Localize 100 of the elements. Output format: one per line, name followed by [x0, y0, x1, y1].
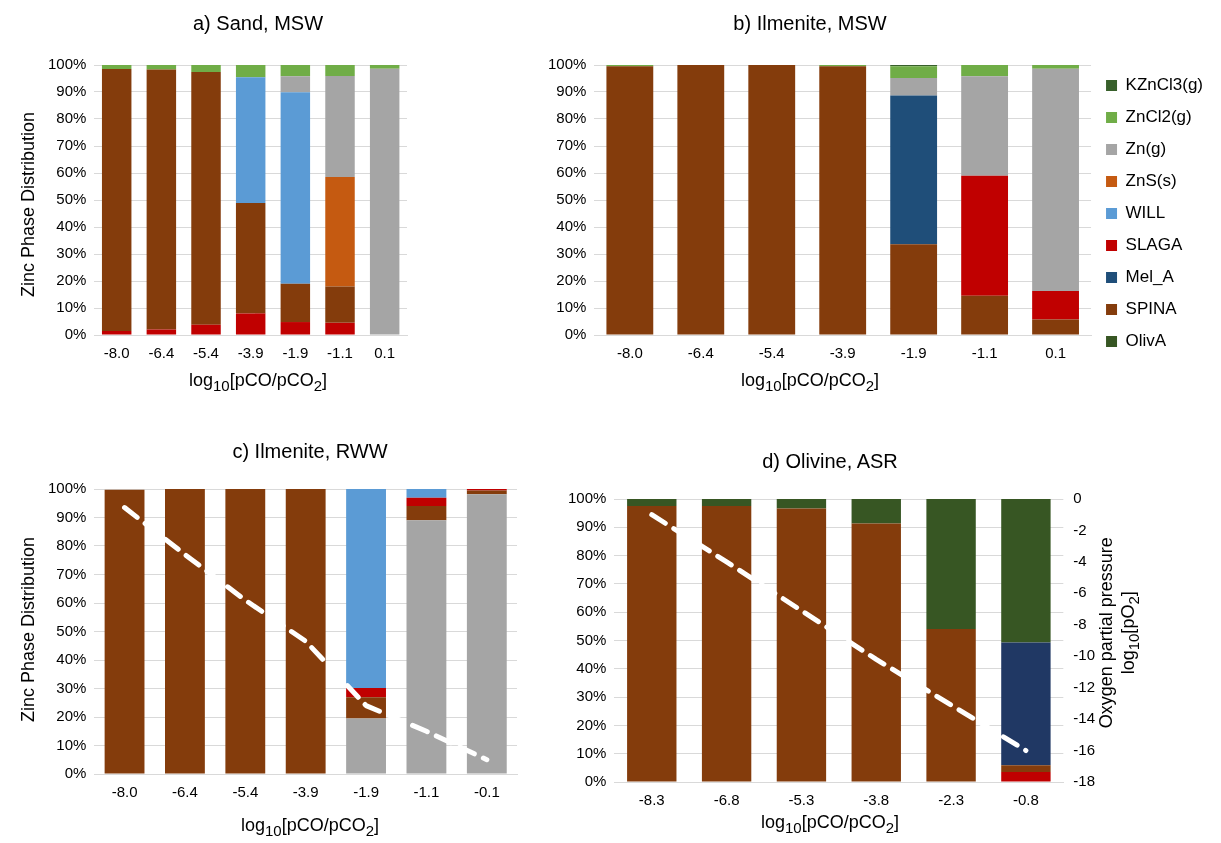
- x-tick-label: -2.3: [938, 791, 965, 809]
- y-tick-label: 0%: [64, 764, 87, 782]
- y-axis-title: Zinc Phase Distribution: [17, 110, 39, 300]
- y-tick-label: 80%: [56, 109, 87, 127]
- y2-tick-label: -14: [1073, 709, 1096, 727]
- y-tick-label: 50%: [56, 621, 87, 639]
- chart-title: c) Ilmenite, RWW: [231, 440, 389, 463]
- x-axis-title: log$_{10}$[pCO/pCO$_{2}$]: [759, 812, 901, 836]
- y-axis-title: Zinc Phase Distribution: [17, 535, 39, 725]
- x-tick-label: -6.4: [172, 783, 198, 801]
- y-tick-label: 40%: [56, 650, 87, 668]
- x-tick-label: -8.0: [111, 783, 138, 801]
- x-tick-label: -1.1: [327, 344, 353, 362]
- x-axis-title: log$_{10}$[pCO/pCO$_{2}$]: [739, 370, 881, 394]
- x-tick-label: -6.4: [148, 344, 175, 362]
- x-tick-label: 0.1: [374, 344, 396, 362]
- legend-label: KZnCl3(g): [1125, 75, 1204, 95]
- x-tick-label: -1.9: [353, 783, 379, 801]
- y-tick-label: 80%: [556, 109, 587, 127]
- y2-tick-label: -8: [1073, 614, 1087, 632]
- y2-tick-label: -16: [1073, 740, 1096, 758]
- y-tick-label: 60%: [56, 593, 87, 611]
- legend-label: OlivA: [1125, 331, 1167, 351]
- y-tick-label: 80%: [576, 545, 607, 563]
- y-tick-label: 70%: [56, 564, 87, 582]
- x-tick-label: -0.8: [1012, 791, 1039, 809]
- y-tick-label: 70%: [576, 574, 607, 592]
- x-tick-label: -6.8: [713, 791, 740, 809]
- x-tick-label: -5.4: [232, 783, 259, 801]
- x-tick-label: -8.0: [103, 344, 130, 362]
- x-axis-title: log$_{10}$[pCO/pCO$_{2}$]: [187, 370, 329, 394]
- x-tick-label: 0.1: [1045, 344, 1066, 362]
- x-tick-label: -3.9: [237, 344, 264, 362]
- y-tick-label: 90%: [556, 82, 587, 100]
- y-tick-label: 50%: [56, 190, 87, 208]
- y-tick-label: 0%: [584, 772, 607, 790]
- y-tick-label: 100%: [547, 55, 587, 73]
- legend-label: ZnS(s): [1125, 171, 1177, 191]
- x-tick-label: -8.3: [638, 791, 665, 809]
- y-tick-label: 90%: [56, 82, 87, 100]
- y-tick-label: 60%: [556, 163, 587, 181]
- y-tick-label: 0%: [64, 325, 87, 343]
- y-tick-label: 50%: [576, 630, 607, 648]
- y2-tick-label: -2: [1073, 520, 1087, 538]
- y-tick-label: 30%: [56, 244, 87, 262]
- legend-label: SPINA: [1125, 299, 1178, 319]
- legend-label: Mel_A: [1125, 267, 1175, 287]
- y-tick-label: 40%: [56, 217, 87, 235]
- y2-tick-label: -6: [1073, 583, 1087, 601]
- x-tick-label: -1.1: [971, 344, 998, 362]
- y-tick-label: 10%: [56, 298, 87, 316]
- y2-tick-label: -12: [1073, 677, 1096, 695]
- x-tick-label: -1.9: [282, 344, 309, 362]
- y-tick-label: 100%: [47, 55, 87, 73]
- y-tick-label: 20%: [556, 271, 587, 289]
- x-tick-label: -5.4: [193, 344, 219, 362]
- x-tick-label: -5.3: [788, 791, 815, 809]
- y-tick-label: 20%: [56, 271, 87, 289]
- y-tick-label: 90%: [576, 517, 607, 535]
- y-tick-label: 80%: [56, 536, 87, 554]
- x-axis-title: log$_{10}$[pCO/pCO$_{2}$]: [239, 815, 381, 839]
- y-tick-label: 30%: [556, 244, 587, 262]
- legend-label: ZnCl2(g): [1125, 107, 1192, 127]
- chart-title: a) Sand, MSW: [191, 12, 324, 35]
- y-tick-label: 10%: [556, 298, 587, 316]
- x-tick-label: -0.1: [473, 783, 500, 801]
- y2-tick-label: -10: [1073, 646, 1096, 664]
- legend-label: WILL: [1125, 203, 1166, 223]
- y-tick-label: 100%: [47, 479, 87, 497]
- y-tick-label: 50%: [556, 190, 587, 208]
- y-tick-label: 90%: [56, 507, 87, 525]
- y2-tick-label: 0: [1073, 489, 1082, 507]
- y-tick-label: 70%: [556, 136, 587, 154]
- x-tick-label: -3.9: [829, 344, 856, 362]
- x-tick-label: -3.8: [863, 791, 890, 809]
- y2-tick-label: -4: [1073, 552, 1087, 570]
- y-tick-label: 70%: [56, 136, 87, 154]
- legend-label: Zn(g): [1125, 139, 1167, 159]
- y-tick-label: 60%: [576, 602, 607, 620]
- y-tick-label: 40%: [576, 658, 607, 676]
- chart-title: b) Ilmenite, MSW: [732, 12, 888, 35]
- chart-title: d) Olivine, ASR: [761, 450, 899, 473]
- y-tick-label: 20%: [576, 715, 607, 733]
- y-tick-label: 20%: [56, 707, 87, 725]
- y-tick-label: 10%: [576, 743, 607, 761]
- y-tick-label: 10%: [56, 735, 87, 753]
- x-tick-label: -1.9: [900, 344, 927, 362]
- legend-label: SLAGA: [1125, 235, 1183, 255]
- x-tick-label: -6.4: [687, 344, 714, 362]
- x-tick-label: -3.9: [292, 783, 319, 801]
- y-tick-label: 100%: [567, 489, 607, 507]
- y-tick-label: 30%: [56, 678, 87, 696]
- x-tick-label: -5.4: [758, 344, 785, 362]
- x-tick-label: -1.1: [413, 783, 440, 801]
- y-tick-label: 40%: [556, 217, 587, 235]
- x-tick-label: -8.0: [616, 344, 643, 362]
- y-tick-label: 30%: [576, 687, 607, 705]
- y-tick-label: 60%: [56, 163, 87, 181]
- y-tick-label: 0%: [564, 325, 587, 343]
- y2-tick-label: -18: [1073, 772, 1096, 790]
